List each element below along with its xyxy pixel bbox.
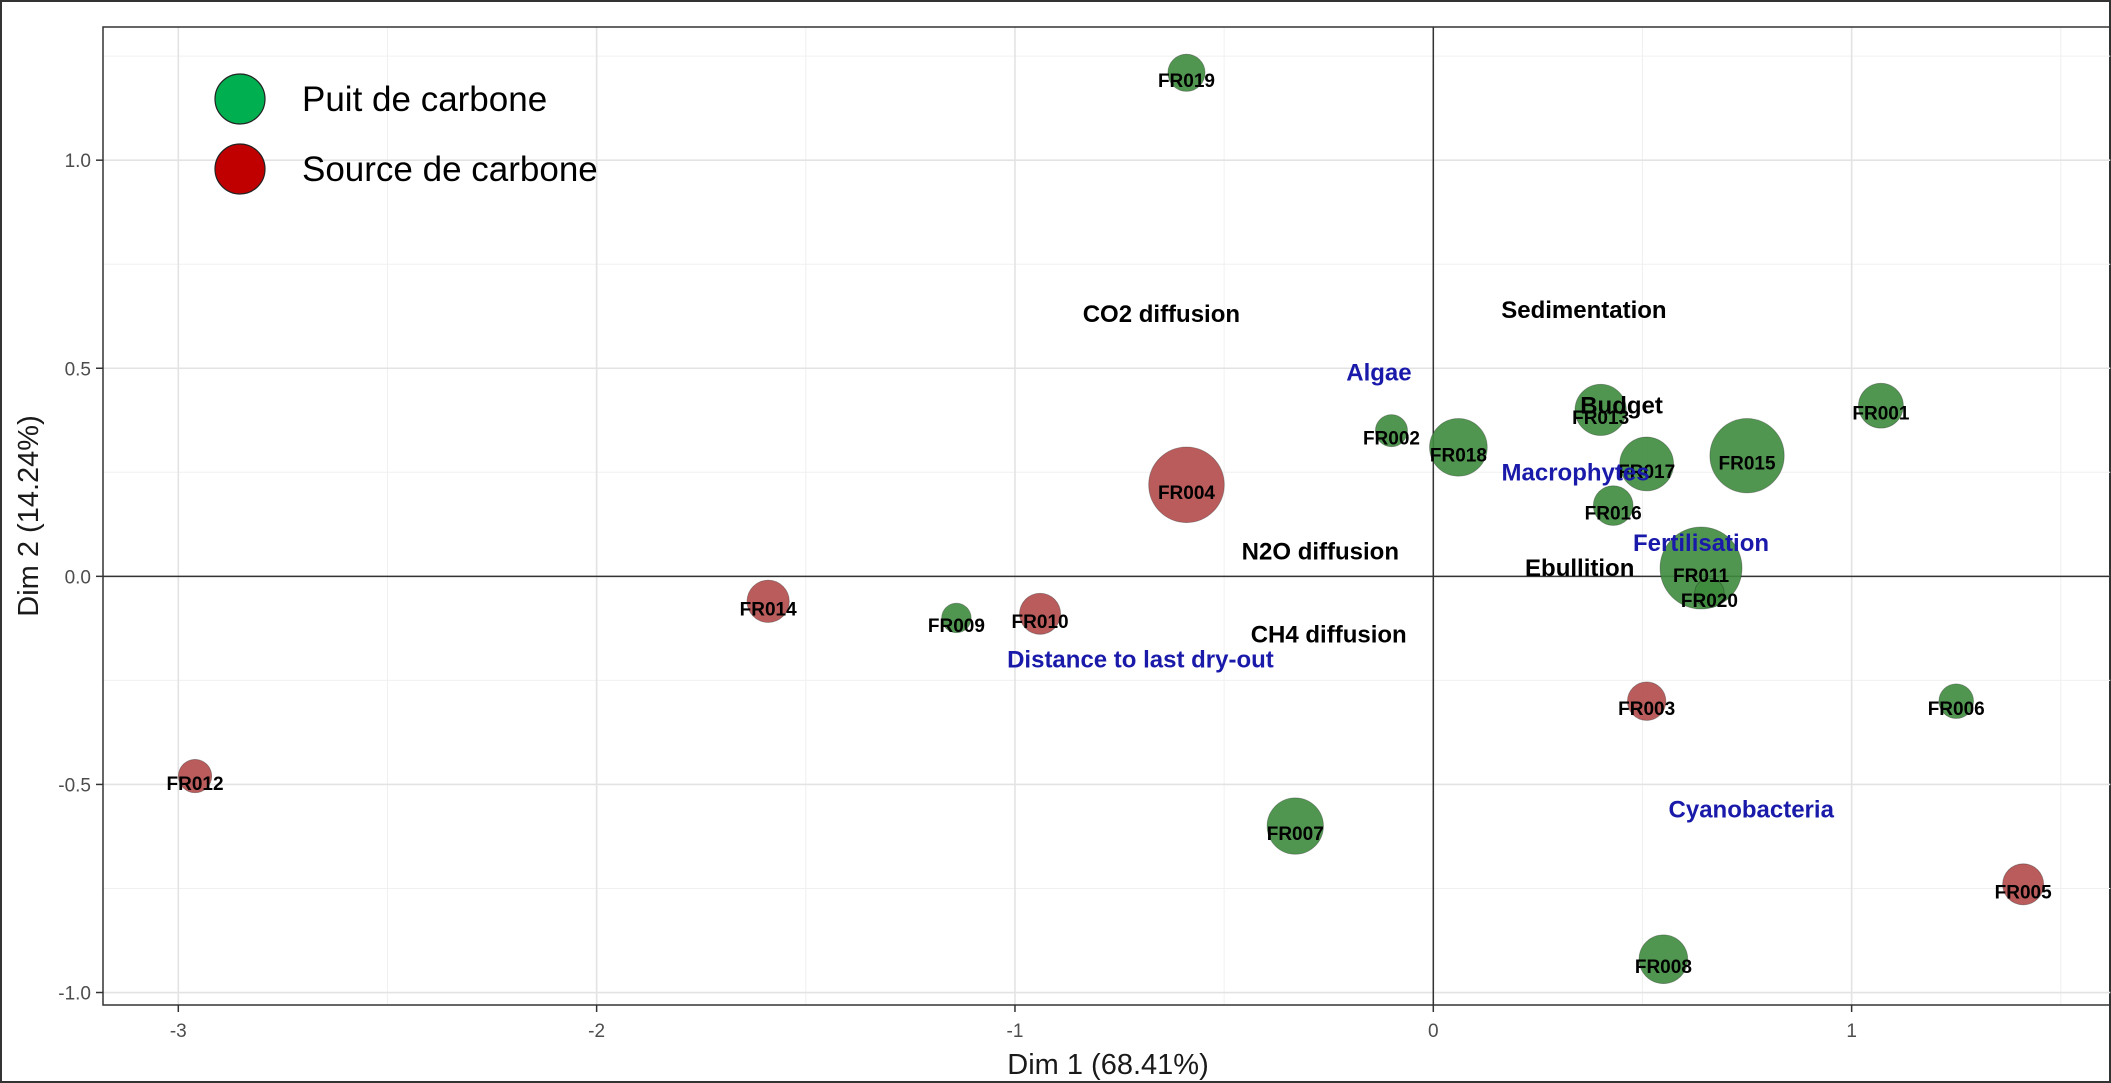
x-tick-label: 1 xyxy=(1846,1021,1857,1042)
point-fr013 xyxy=(1574,383,1627,436)
y-axis-title: Dim 2 (14.24%) xyxy=(13,415,45,616)
x-tick-label: -1 xyxy=(1007,1021,1024,1042)
legend-label-source: Source de carbone xyxy=(302,150,598,189)
variable-label-macrophytes: Macrophytes xyxy=(1502,459,1650,486)
variable-label-algae: Algae xyxy=(1346,359,1411,386)
point-fr019 xyxy=(1167,53,1206,92)
variable-label-ch4-diffusion: CH4 diffusion xyxy=(1251,622,1407,649)
point-fr016 xyxy=(1592,485,1634,526)
point-fr004 xyxy=(1148,446,1225,523)
legend-swatch-source xyxy=(214,143,266,195)
point-label-fr015: FR015 xyxy=(1719,454,1776,475)
point-fr007 xyxy=(1266,797,1324,855)
point-fr006 xyxy=(1938,683,1974,719)
y-tick-label: 0.0 xyxy=(65,567,91,588)
point-label-fr009: FR009 xyxy=(928,616,985,637)
variable-label-sedimentation: Sedimentation xyxy=(1501,297,1666,324)
point-label-fr013: FR013 xyxy=(1572,408,1629,429)
variable-label-distance-to-last-dry-out: Distance to last dry-out xyxy=(1007,647,1274,674)
legend-swatch-sink xyxy=(214,73,266,125)
point-label-fr008: FR008 xyxy=(1635,957,1692,978)
point-label-fr014: FR014 xyxy=(740,599,797,620)
x-tick-label: 0 xyxy=(1428,1021,1439,1042)
point-fr015 xyxy=(1709,418,1785,494)
variable-label-co2-diffusion: CO2 diffusion xyxy=(1083,301,1240,328)
variable-labels: CO2 diffusion Sedimentation Budget N2O diff… xyxy=(1007,297,1834,823)
point-fr001 xyxy=(1858,382,1904,429)
variable-label-ebullition: Ebullition xyxy=(1525,555,1634,582)
y-tick-label: 0.5 xyxy=(65,359,91,380)
axes: -3 -2 -1 0 1 -1.0 -0.5 0.0 0.5 1.0 xyxy=(58,26,2111,1042)
x-tick-label: -3 xyxy=(170,1021,187,1042)
y-tick-label: -1.0 xyxy=(58,984,91,1005)
point-fr005 xyxy=(2002,863,2045,906)
point-fr012 xyxy=(177,759,213,794)
legend: Puit de carbone Source de carbone xyxy=(214,73,598,195)
point-fr017 xyxy=(1619,436,1674,492)
point-label-fr012: FR012 xyxy=(167,774,224,795)
point-label-fr002: FR002 xyxy=(1363,429,1420,450)
point-fr018 xyxy=(1429,418,1488,477)
variable-label-cyanobacteria: Cyanobacteria xyxy=(1669,796,1835,823)
point-label-fr018: FR018 xyxy=(1430,445,1487,466)
point-fr003 xyxy=(1627,681,1667,721)
y-tick-label: 1.0 xyxy=(65,151,91,172)
point-label-fr016: FR016 xyxy=(1585,504,1642,525)
point-labels: FR019 FR002 FR018 FR013 FR017 FR015 FR001 FR016… xyxy=(167,71,2053,978)
legend-label-sink: Puit de carbone xyxy=(302,80,547,119)
point-fr009 xyxy=(941,602,972,634)
point-fr014 xyxy=(746,579,790,623)
point-label-fr003: FR003 xyxy=(1618,699,1675,720)
point-label-fr017: FR017 xyxy=(1618,462,1675,483)
variable-label-n2o-diffusion: N2O diffusion xyxy=(1242,538,1399,565)
point-label-fr011: FR011 xyxy=(1673,566,1729,587)
x-axis-title: Dim 1 (68.41%) xyxy=(1007,1049,1208,1081)
point-fr010 xyxy=(1019,592,1061,635)
point-label-fr001: FR001 xyxy=(1852,404,1909,425)
point-fr020 xyxy=(1694,577,1725,609)
x-tick-label: -2 xyxy=(588,1021,605,1042)
point-label-fr010: FR010 xyxy=(1012,612,1069,633)
point-label-fr007: FR007 xyxy=(1267,824,1324,845)
point-fr008 xyxy=(1638,934,1689,984)
variable-label-budget: Budget xyxy=(1580,393,1663,420)
point-label-fr005: FR005 xyxy=(1995,882,2052,903)
y-tick-label: -0.5 xyxy=(58,775,91,796)
variable-label-fertilisation: Fertilisation xyxy=(1633,530,1769,557)
data-points xyxy=(177,53,2045,984)
point-fr002 xyxy=(1375,414,1408,448)
plot-panel-border xyxy=(102,26,2111,1006)
point-label-fr006: FR006 xyxy=(1928,699,1985,720)
point-label-fr019: FR019 xyxy=(1158,71,1215,92)
point-label-fr004: FR004 xyxy=(1158,483,1215,504)
point-label-fr020: FR020 xyxy=(1681,591,1738,612)
